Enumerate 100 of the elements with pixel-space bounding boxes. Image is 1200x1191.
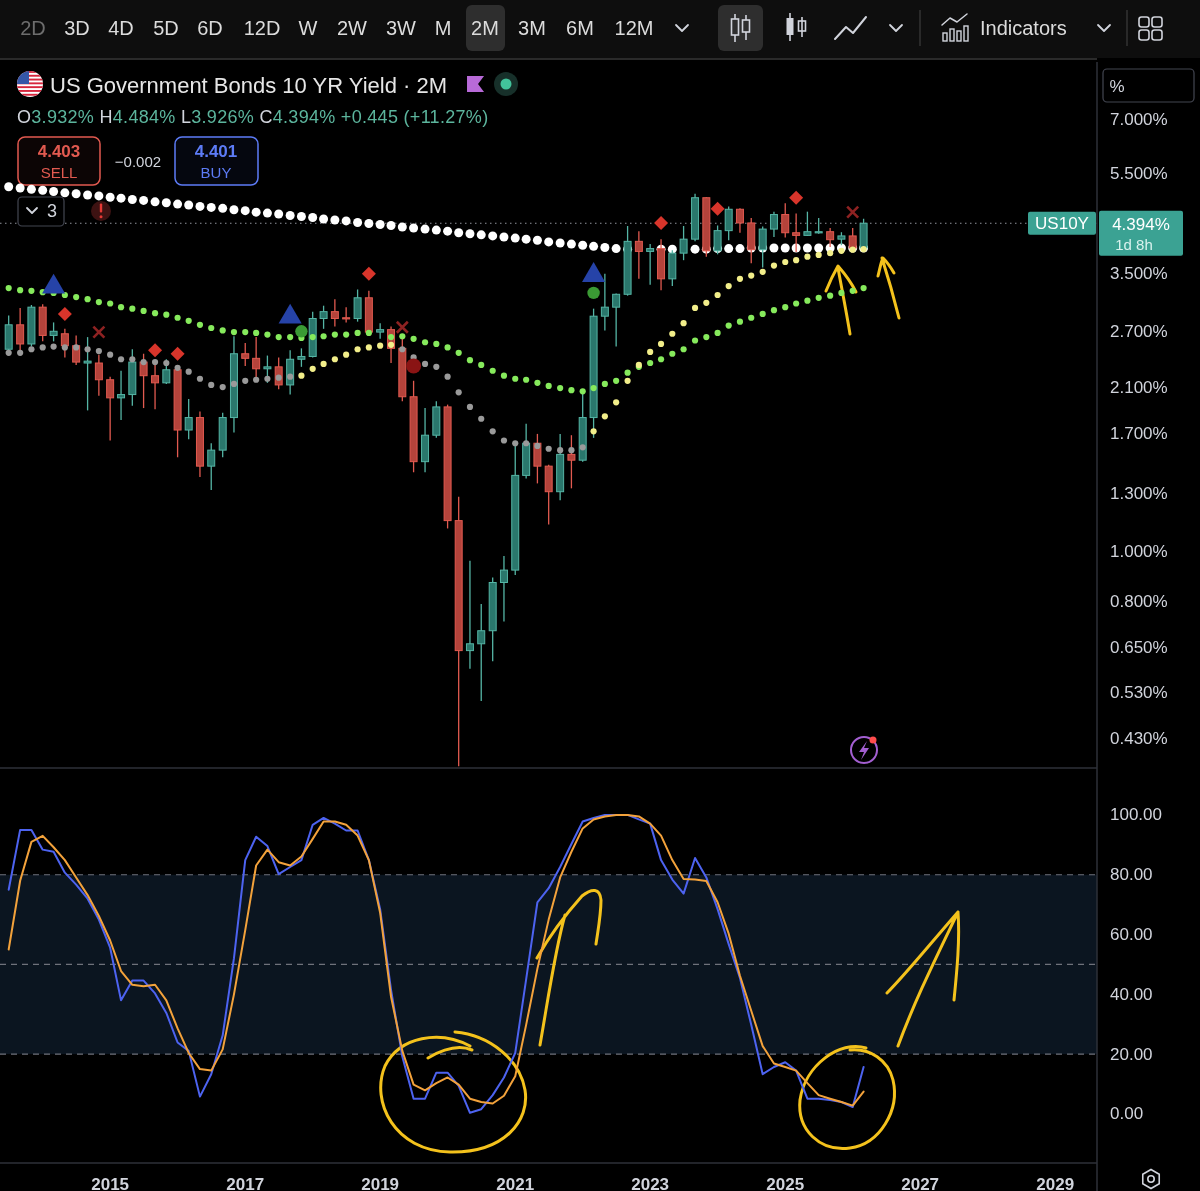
y-tick-label: 1.700% — [1110, 424, 1168, 444]
text: W — [298, 17, 318, 39]
point — [395, 320, 410, 335]
candlestick — [353, 288, 362, 323]
candlestick — [724, 205, 733, 241]
candlestick — [848, 227, 857, 251]
point — [42, 273, 66, 294]
point — [148, 343, 163, 358]
point — [838, 247, 845, 254]
text: M — [434, 17, 452, 39]
point — [28, 346, 35, 353]
candlestick — [297, 347, 306, 368]
candlestick — [49, 321, 58, 343]
point — [759, 268, 766, 275]
x-tick-label: 2017 — [226, 1174, 265, 1191]
candlestick — [781, 202, 790, 239]
point — [691, 304, 699, 312]
text: % — [1109, 76, 1125, 96]
point — [568, 447, 575, 454]
point — [587, 286, 600, 300]
point — [421, 360, 429, 368]
candlestick — [769, 211, 778, 238]
text: 3W — [386, 17, 417, 39]
y-tick-label: 60.00 — [1110, 925, 1153, 945]
point — [789, 190, 804, 205]
point — [845, 205, 860, 219]
point — [815, 251, 822, 258]
point — [466, 403, 474, 411]
point — [703, 299, 710, 306]
candlestick — [499, 555, 508, 623]
y-tick-label: 0.800% — [1110, 591, 1168, 611]
candlestick — [330, 298, 339, 328]
point — [309, 365, 316, 372]
candlestick — [634, 230, 643, 280]
point — [782, 258, 789, 266]
point — [84, 346, 91, 353]
point — [770, 262, 778, 269]
y-tick-label: 0.650% — [1110, 637, 1168, 657]
point — [354, 346, 361, 353]
x-tick-label: 2025 — [766, 1174, 805, 1191]
point — [444, 373, 451, 380]
point — [680, 320, 687, 327]
point — [50, 343, 57, 350]
point — [117, 356, 125, 363]
annotation: 4.401 — [194, 141, 238, 161]
candlestick — [735, 207, 744, 234]
point — [399, 346, 406, 353]
point — [545, 445, 552, 452]
text: 3D — [64, 17, 90, 39]
point — [107, 351, 114, 358]
point — [208, 381, 215, 389]
point — [151, 358, 159, 366]
y-tick-label: 0.00 — [1110, 1104, 1144, 1124]
y-tick-label: 80.00 — [1110, 865, 1153, 885]
text: 2M — [471, 17, 499, 39]
text: 6M — [566, 17, 594, 39]
point — [320, 360, 327, 368]
text: US Government Bonds 10 YR Yield · 2M — [50, 72, 448, 98]
point — [793, 257, 800, 264]
candlestick — [117, 370, 126, 421]
point — [61, 344, 68, 351]
point — [478, 415, 485, 422]
point — [17, 349, 24, 356]
text: 4D — [108, 17, 134, 39]
x-tick-label: 2019 — [361, 1174, 400, 1191]
candlestick — [319, 305, 328, 330]
point — [512, 440, 519, 447]
candlestick — [646, 243, 655, 286]
point — [230, 380, 238, 387]
point — [657, 340, 665, 348]
point — [500, 437, 508, 444]
point — [185, 368, 192, 375]
x-tick-label: 2021 — [496, 1174, 535, 1191]
point — [669, 330, 676, 337]
candlestick — [139, 353, 148, 409]
y-tick-label: 40.00 — [1110, 984, 1153, 1004]
point — [557, 447, 564, 454]
point — [295, 325, 308, 338]
point — [523, 440, 530, 447]
point — [278, 303, 302, 324]
point — [365, 344, 372, 351]
point — [253, 376, 260, 383]
x-tick-label: 2029 — [1036, 1174, 1075, 1191]
text: 1d 8h — [1115, 235, 1153, 253]
text: 6D — [197, 17, 223, 39]
candlestick — [612, 292, 621, 348]
point — [95, 347, 102, 355]
point — [287, 373, 294, 380]
candlestick — [106, 376, 115, 442]
candlestick — [263, 354, 272, 384]
y-tick-label: 7.000% — [1110, 110, 1168, 130]
point — [601, 413, 608, 420]
point — [343, 351, 350, 358]
y-tick-label: 1.300% — [1110, 483, 1168, 503]
y-tick-label: 100.00 — [1110, 805, 1162, 825]
point — [163, 359, 170, 367]
point — [579, 444, 586, 451]
point — [710, 201, 725, 216]
point — [242, 377, 249, 384]
y-tick-label: 0.430% — [1110, 729, 1168, 749]
